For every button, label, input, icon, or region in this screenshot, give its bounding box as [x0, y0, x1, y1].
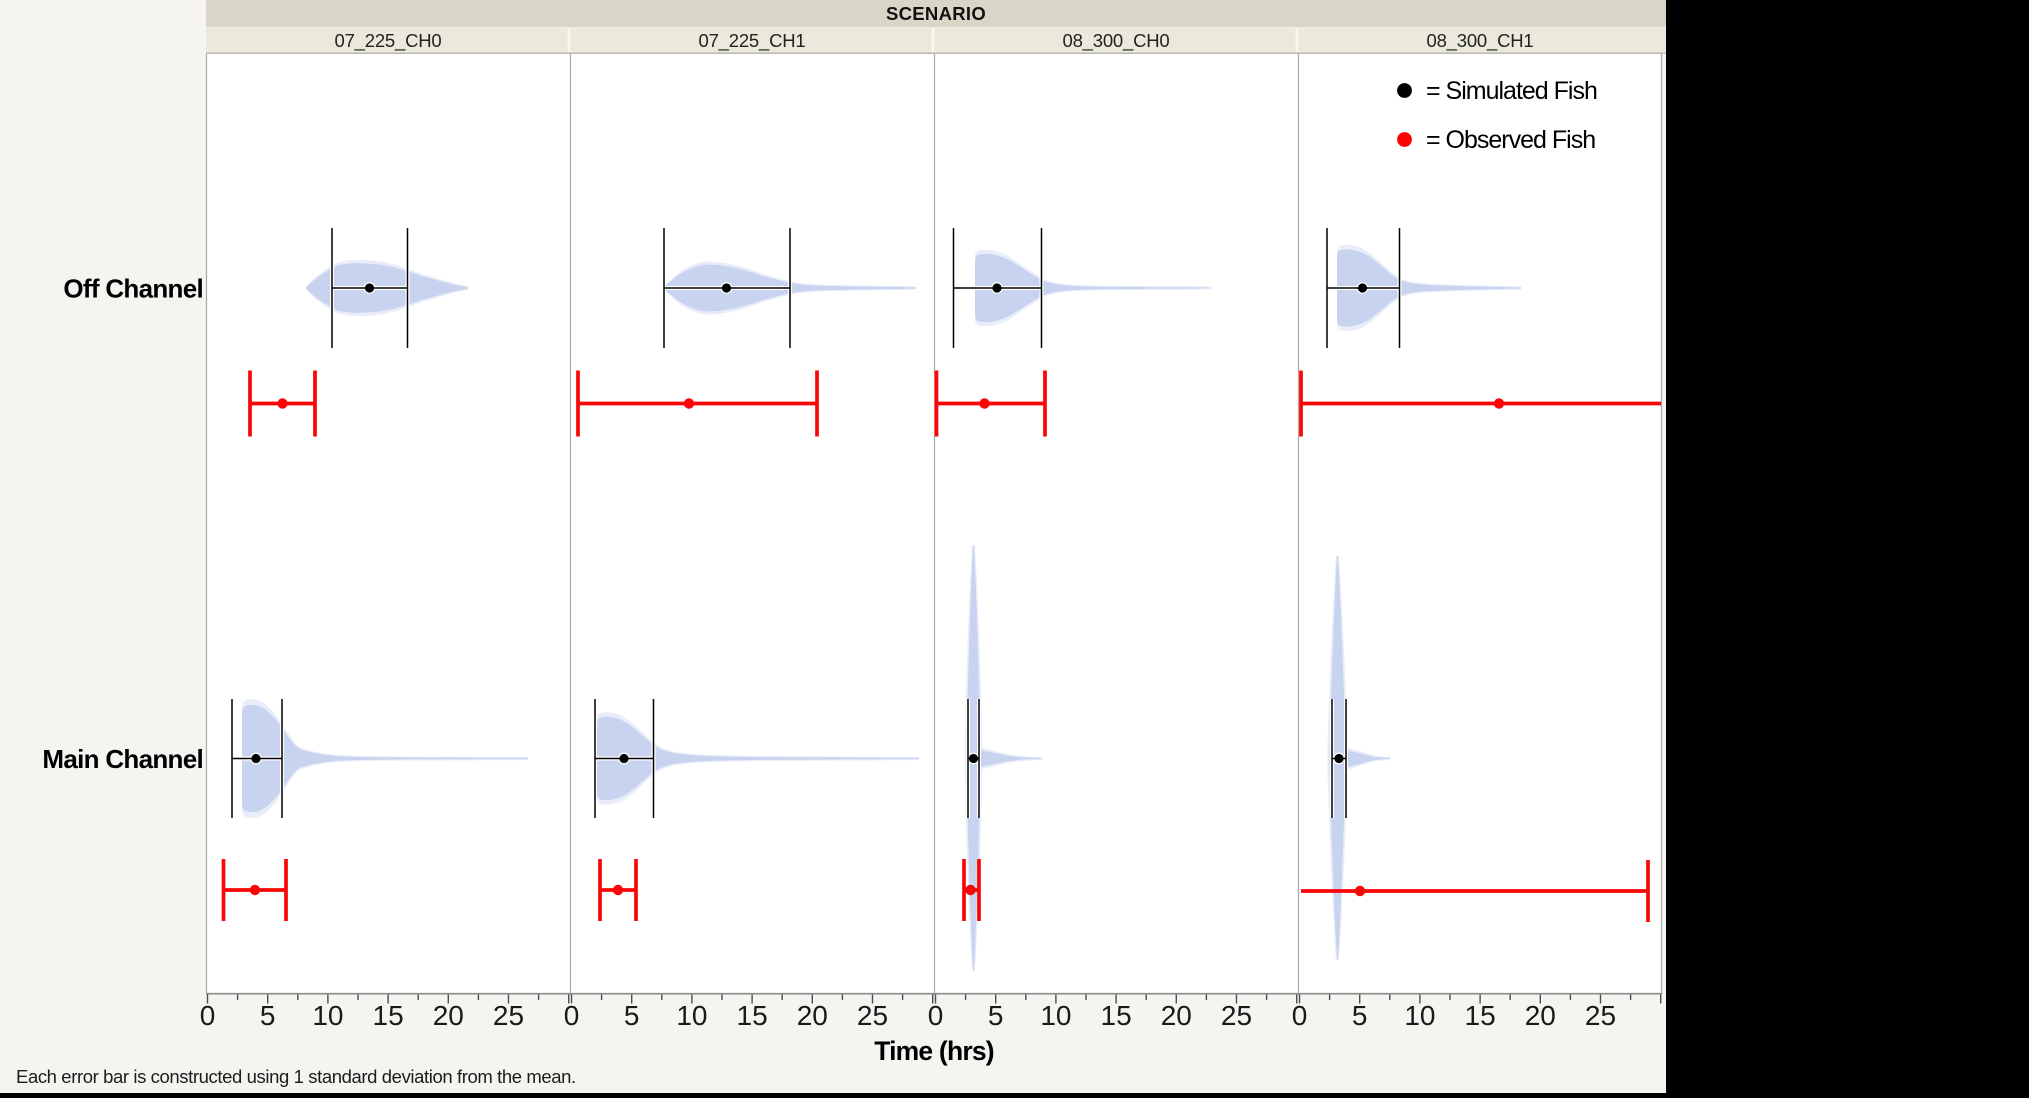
svg-text:= Observed Fish: = Observed Fish: [1426, 126, 1595, 154]
svg-text:5: 5: [624, 1000, 640, 1031]
svg-text:15: 15: [1101, 1000, 1132, 1031]
svg-text:0: 0: [928, 1000, 944, 1031]
svg-text:08_300_CH0: 08_300_CH0: [1062, 30, 1169, 52]
svg-text:07_225_CH0: 07_225_CH0: [334, 30, 441, 52]
svg-text:Off Channel: Off Channel: [63, 274, 203, 304]
svg-text:20: 20: [1161, 1000, 1192, 1031]
svg-text:25: 25: [1221, 1000, 1252, 1031]
svg-text:Main Channel: Main Channel: [42, 744, 203, 774]
svg-text:20: 20: [433, 1000, 464, 1031]
svg-text:5: 5: [260, 1000, 276, 1031]
svg-text:5: 5: [988, 1000, 1004, 1031]
svg-text:0: 0: [1292, 1000, 1308, 1031]
svg-text:0: 0: [200, 1000, 216, 1031]
svg-text:10: 10: [1040, 1000, 1071, 1031]
svg-text:20: 20: [797, 1000, 828, 1031]
svg-text:20: 20: [1525, 1000, 1556, 1031]
svg-text:10: 10: [1404, 1000, 1435, 1031]
svg-text:08_300_CH1: 08_300_CH1: [1426, 30, 1533, 52]
svg-text:15: 15: [737, 1000, 768, 1031]
svg-text:5: 5: [1352, 1000, 1368, 1031]
svg-text:25: 25: [1585, 1000, 1616, 1031]
svg-text:15: 15: [1465, 1000, 1496, 1031]
svg-text:10: 10: [312, 1000, 343, 1031]
svg-text:25: 25: [857, 1000, 888, 1031]
svg-text:0: 0: [564, 1000, 580, 1031]
svg-text:10: 10: [676, 1000, 707, 1031]
svg-text:25: 25: [493, 1000, 524, 1031]
svg-text:07_225_CH1: 07_225_CH1: [698, 30, 805, 52]
svg-text:= Simulated Fish: = Simulated Fish: [1426, 77, 1597, 105]
svg-text:Each error bar is constructed: Each error bar is constructed using 1 st…: [16, 1066, 576, 1087]
svg-text:SCENARIO: SCENARIO: [886, 3, 986, 24]
svg-text:Time (hrs): Time (hrs): [874, 1036, 994, 1066]
svg-text:15: 15: [373, 1000, 404, 1031]
